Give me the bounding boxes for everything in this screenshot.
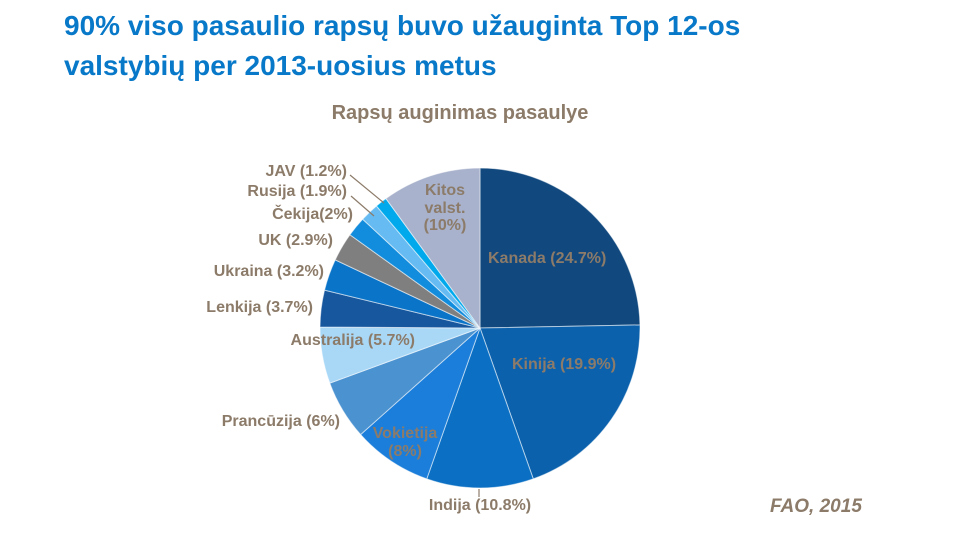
slice-label-cekija: Čekija(2%) <box>272 206 353 223</box>
slice-label-australija: Australija (5.7%) <box>290 332 415 349</box>
pie-slice-kanada <box>479 167 641 329</box>
slice-label-lenkija: Lenkija (3.7%) <box>206 299 313 316</box>
slice-label-kinija: Kinija (19.9%) <box>512 356 617 373</box>
slice-label-indija: Indija (10.8%) <box>428 497 532 514</box>
page-title: 90% viso pasaulio rapsų buvo užauginta T… <box>64 10 741 81</box>
slice-label-jav: JAV (1.2%) <box>265 163 347 180</box>
source-credit: FAO, 2015 <box>770 496 862 517</box>
label-leader-line <box>349 174 385 204</box>
label-leader-line <box>350 195 375 217</box>
slice-label-kanada: Kanada (24.7%) <box>488 250 607 267</box>
slice-label-ukraina: Ukraina (3.2%) <box>213 263 324 280</box>
pie-slice-kitos-valst <box>385 167 481 330</box>
chart-title: Rapsų auginimas pasaulye <box>331 102 589 124</box>
slice-label-vokietija: Vokietija (8%) <box>372 425 438 460</box>
slice-label-kitos-valst: Kitos valst. (10%) <box>423 182 467 235</box>
slice-label-uk: UK (2.9%) <box>258 232 333 249</box>
slice-label-rusija: Rusija (1.9%) <box>247 183 347 200</box>
pie-slice-indija <box>426 326 534 489</box>
slice-label-prancuzija: Prancūzija (6%) <box>221 413 340 430</box>
